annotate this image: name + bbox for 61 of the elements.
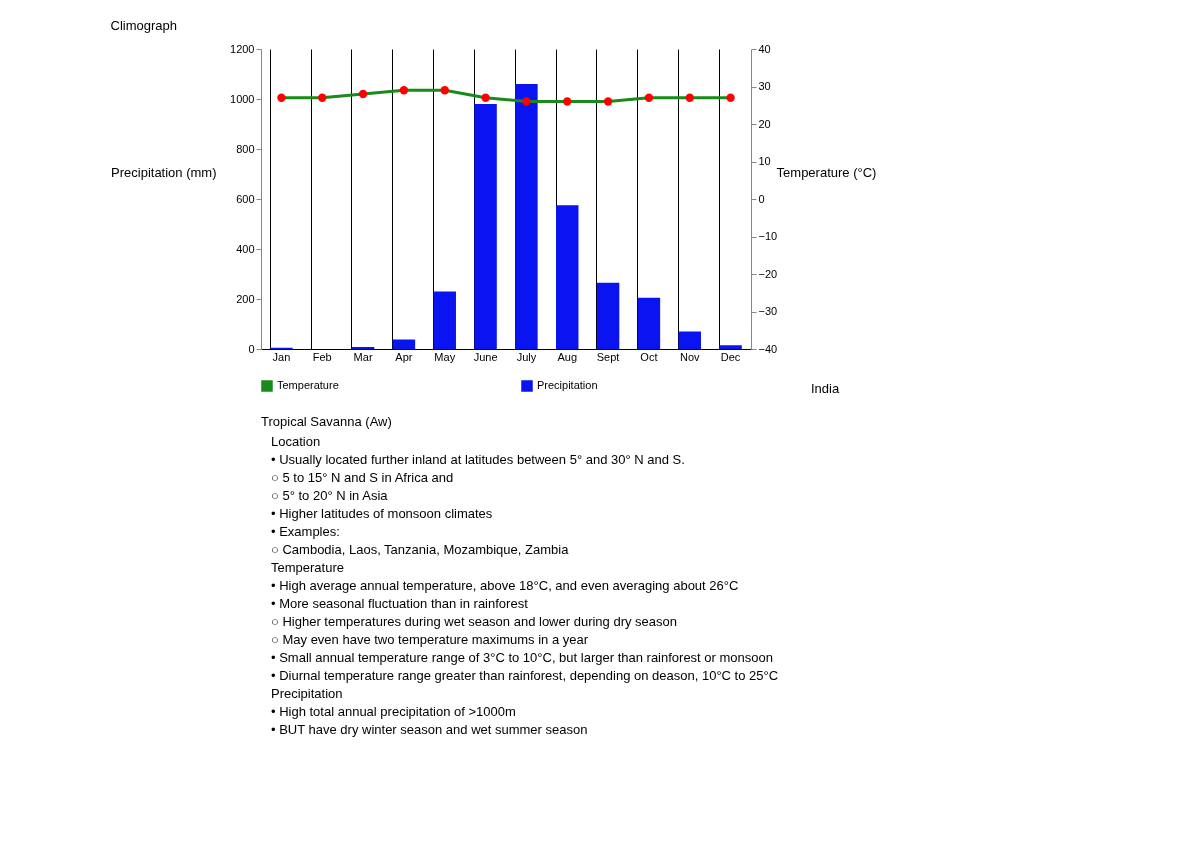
text: ○ Cambodia, Laos, Tanzania, Mozambique, Zambia [271,542,570,557]
y2-axis-title: Temperature (°C) [776,164,877,180]
text: • High average annual temperature, above 18°C, and even averaging about 26°C [271,578,739,593]
bar [719,345,742,349]
text: Precipitation [271,686,343,701]
text: • Higher latitudes of monsoon climates [271,506,493,521]
text: ○ 5° to 20° N in Asia [271,488,389,503]
y-tick-label: 1200 [230,42,255,55]
text: • Diurnal temperature range greater than rainforest, depending on deason, 10°C to 25°C [271,668,779,683]
bar [637,297,661,349]
text: • More seasonal fluctuation than in rainforest [271,596,529,611]
text: • Examples: [271,524,340,539]
text: Location [271,434,321,449]
x-tick-label: July [516,350,537,363]
x-tick-label: Jan [272,350,291,363]
x-tick-label: Apr [395,350,413,363]
y-tick-label: 800 [236,142,255,155]
y-tick-label: 200 [236,292,255,305]
bar [392,339,416,349]
text: • High total annual precipitation of >1000m [271,704,516,719]
x-tick-label: Nov [679,350,701,363]
bar [433,291,456,349]
text: • Usually located further inland at latitudes between 5° and 30° N and S. [271,452,685,467]
text: ○ May even have two temperature maximums in a year [271,632,589,647]
text: • BUT have dry winter season and wet summer season [271,722,588,737]
bar [515,84,538,349]
legend-label: Temperature [277,379,339,391]
y-tick-label: 600 [236,192,255,205]
x-tick-label: Dec [720,350,741,363]
text: India [811,381,840,396]
x-tick-label: Sept [596,350,620,363]
bar [556,205,579,349]
y2-tick-label: 10 [758,155,771,167]
bar [474,104,497,349]
y-axis-title: Precipitation (mm) [111,164,217,180]
y2-tick-label: −30 [758,305,778,317]
y2-tick-label: −40 [758,342,778,355]
y-tick-label: 1000 [230,92,255,105]
text: Climograph [110,18,178,33]
x-tick-label: June [473,350,498,363]
bar [678,331,701,349]
y2-tick-label: 0 [758,192,765,205]
x-tick-label: Mar [353,350,373,363]
text: ○ Higher temperatures during wet season and lower during dry season [271,614,678,629]
text: Temperature [271,560,344,575]
text: ○ 5 to 15° N and S in Africa and [271,470,454,485]
legend-label: Precipitation [537,379,598,391]
bar [596,282,620,349]
y2-tick-label: 30 [758,80,771,92]
y2-tick-label: −20 [758,267,778,280]
y2-tick-label: 20 [758,117,771,130]
y2-tick-label: −10 [758,230,778,242]
y-tick-label: 0 [248,342,255,355]
x-tick-label: Oct [640,350,658,363]
text: Tropical Savanna (Aw) [261,414,392,429]
y2-tick-label: 40 [758,42,771,55]
x-tick-label: Aug [557,350,578,363]
x-tick-label: Feb [312,350,332,363]
x-tick-label: May [434,350,456,363]
y-tick-label: 400 [236,242,255,255]
text: • Small annual temperature range of 3°C to 10°C, but larger than rainforest or monsoon [271,650,773,665]
